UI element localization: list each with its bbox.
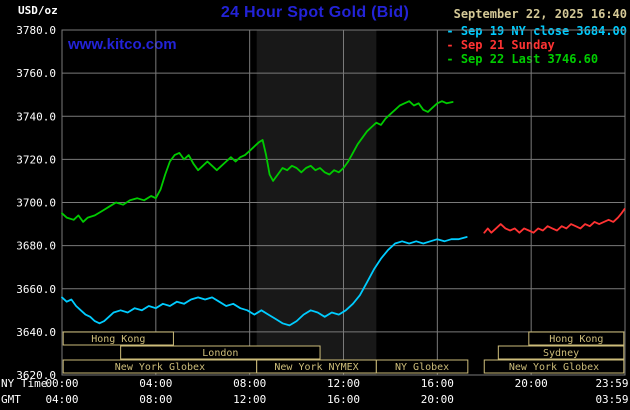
session-label: Sydney bbox=[543, 348, 579, 359]
series-line bbox=[61, 100, 454, 223]
legend-item: - Sep 21 Sunday bbox=[446, 38, 627, 52]
session-label: Hong Kong bbox=[91, 334, 145, 345]
x-tick-label-ny: 20:00 bbox=[515, 377, 548, 390]
session-box bbox=[483, 359, 625, 374]
y-tick-label: 3660.0 bbox=[16, 283, 56, 296]
series-line bbox=[61, 236, 468, 327]
y-tick-label: 3700.0 bbox=[16, 197, 56, 210]
x-tick-label-gmt: 03:59 bbox=[595, 393, 628, 406]
session-box bbox=[120, 345, 321, 360]
legend-dash-swatch: - bbox=[446, 38, 454, 52]
legend-dash-swatch: - bbox=[446, 52, 454, 66]
legend-label: Sep 21 Sunday bbox=[453, 38, 555, 52]
page-title: 24 Hour Spot Gold (Bid) bbox=[220, 4, 410, 21]
session-label: New York Globex bbox=[115, 362, 205, 373]
gmt-axis-label: GMT bbox=[1, 393, 21, 406]
x-tick-label-gmt: 16:00 bbox=[327, 393, 360, 406]
x-tick-label-ny: 12:00 bbox=[327, 377, 360, 390]
plot-border bbox=[61, 29, 626, 376]
legend: - Sep 19 NY close 3684.00- Sep 21 Sunday… bbox=[446, 24, 627, 66]
session-label: New York NYMEX bbox=[274, 362, 358, 373]
x-tick-label-ny: 16:00 bbox=[421, 377, 454, 390]
y-axis-unit-label: USD/oz bbox=[18, 4, 58, 17]
legend-dash-swatch: - bbox=[446, 24, 454, 38]
x-tick-label-ny: 08:00 bbox=[233, 377, 266, 390]
legend-label: Sep 22 Last 3746.60 bbox=[453, 52, 599, 66]
session-label: Hong Kong bbox=[549, 334, 603, 345]
x-tick-label-gmt: 08:00 bbox=[139, 393, 172, 406]
x-tick-label-gmt: 12:00 bbox=[233, 393, 266, 406]
session-box bbox=[528, 331, 625, 346]
x-tick-label-ny: 00:00 bbox=[45, 377, 78, 390]
y-tick-label: 3680.0 bbox=[16, 240, 56, 253]
x-tick-label-ny: 04:00 bbox=[139, 377, 172, 390]
y-tick-label: 3740.0 bbox=[16, 110, 56, 123]
x-tick-label-gmt: 04:00 bbox=[45, 393, 78, 406]
x-tick-label-gmt: 20:00 bbox=[421, 393, 454, 406]
session-box bbox=[497, 345, 625, 360]
chart-datetime: September 22, 2025 16:40 bbox=[453, 7, 627, 21]
session-label: New York Globex bbox=[509, 362, 599, 373]
legend-item: - Sep 22 Last 3746.60 bbox=[446, 52, 627, 66]
x-tick-label-ny: 23:59 bbox=[595, 377, 628, 390]
ny-time-axis-label: NY Time bbox=[1, 377, 48, 390]
y-tick-label: 3780.0 bbox=[16, 24, 56, 37]
legend-label: Sep 19 NY close 3684.00 bbox=[453, 24, 627, 38]
y-tick-label: 3620.0 bbox=[16, 369, 56, 382]
session-box bbox=[62, 331, 174, 346]
session-label: NY Globex bbox=[395, 362, 449, 373]
kitco-website-link[interactable]: www.kitco.com bbox=[68, 36, 177, 53]
legend-item: - Sep 19 NY close 3684.00 bbox=[446, 24, 627, 38]
session-box bbox=[375, 359, 469, 374]
session-label: London bbox=[202, 348, 238, 359]
series-line bbox=[483, 208, 626, 234]
y-tick-label: 3640.0 bbox=[16, 326, 56, 339]
y-tick-label: 3760.0 bbox=[16, 67, 56, 80]
y-tick-label: 3720.0 bbox=[16, 153, 56, 166]
